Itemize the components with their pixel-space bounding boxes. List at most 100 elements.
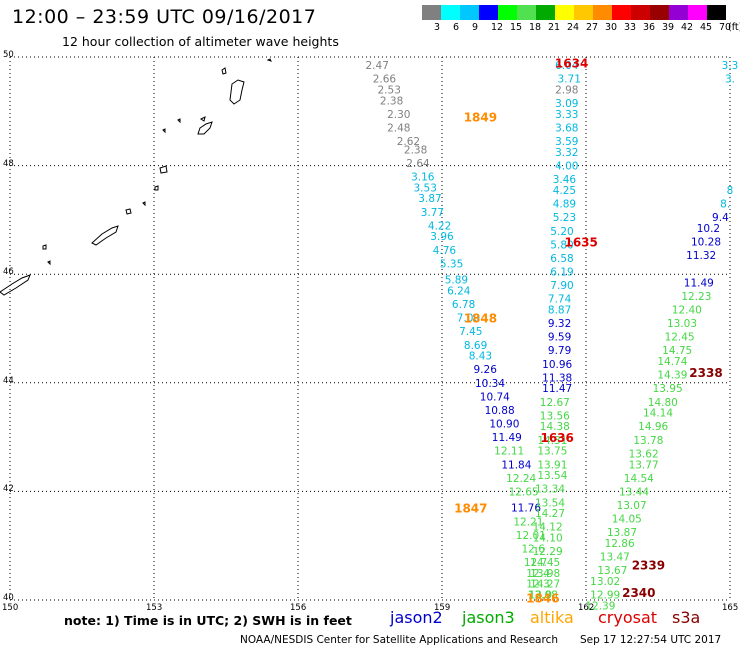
swh-value: 13.75 [537, 446, 567, 458]
swh-value: 14.45 [530, 557, 560, 569]
generation-timestamp: Sep 17 12:27:54 UTC 2017 [580, 634, 722, 646]
swh-value: 3.46 [553, 174, 577, 186]
swh-value: 6.04 [555, 60, 579, 72]
swh-value: 11.32 [686, 250, 716, 262]
swh-value: 13.95 [653, 383, 683, 395]
swh-value: 13.02 [590, 576, 620, 588]
swh-value: 14.31 [537, 435, 567, 447]
island-small-5 [162, 128, 166, 134]
swh-value: 13.98 [530, 568, 560, 580]
map-grid [9, 56, 731, 601]
color-scale-label: 3 [434, 22, 441, 33]
island-small-10 [47, 260, 51, 266]
swh-value: 8. [720, 199, 730, 211]
credit-text: NOAA/NESDIS Center for Satellite Applica… [240, 634, 558, 646]
color-scale-label: 15 [510, 22, 523, 33]
swh-value: 14.75 [662, 345, 692, 357]
swh-value: 8.69 [464, 340, 487, 352]
pass-time-label: 1636 [540, 431, 573, 445]
swh-value: 12.01 [516, 530, 546, 542]
legend-jason2: jason2 [390, 608, 443, 627]
swh-value: 12.67 [540, 397, 570, 409]
swh-value: 14.80 [648, 397, 678, 409]
swh-value: 8.87 [548, 304, 571, 316]
swh-value: 13.77 [629, 459, 659, 471]
color-scale-swatch [574, 5, 593, 20]
swh-value: 5.89 [445, 275, 468, 287]
color-scale-swatch [593, 5, 612, 20]
swh-value: 3.32 [555, 147, 578, 159]
swh-value: 2.53 [378, 85, 401, 97]
swh-value: 5.23 [553, 212, 576, 224]
swh-value: 13.07 [617, 500, 647, 512]
island-small-9 [42, 244, 47, 250]
swh-value: 6.58 [550, 253, 573, 265]
swh-value: 9.26 [474, 364, 498, 376]
color-scale-unit: (ft) [728, 22, 740, 33]
swh-value: 12.4 [526, 568, 550, 580]
swh-value: 13.87 [607, 527, 637, 539]
pass-time-label: 1635 [564, 236, 597, 250]
swh-value: 7.45 [459, 326, 482, 338]
swh-value: 13.47 [600, 552, 630, 564]
swh-value: 13.62 [629, 448, 659, 460]
swh-value: 11.76 [511, 503, 541, 515]
swh-value: 14.38 [540, 421, 570, 433]
color-scale-label: 27 [586, 22, 599, 33]
pass-time-annotations: 1634 1849 1635 1848 2338 1636 1847 2339 2340 1846 [454, 56, 723, 605]
color-scale-label: 36 [643, 22, 656, 33]
pass-time-label: 1846 [526, 591, 559, 605]
swh-value: 9.79 [548, 345, 571, 357]
color-scale-swatch [479, 5, 498, 20]
swh-value: 4.22 [428, 220, 451, 232]
swh-value: 11.84 [501, 459, 531, 471]
color-scale-label: 39 [662, 22, 675, 33]
longitude-label: 156 [290, 603, 307, 613]
color-scale-swatch [422, 5, 441, 20]
swh-value: 3.59 [555, 136, 578, 148]
color-scale-label: 6 [453, 22, 460, 33]
swh-value: 3. [725, 74, 735, 86]
swh-value: 2.47 [366, 60, 389, 72]
swh-value: 6.24 [447, 285, 471, 297]
swh-value: 3.53 [414, 182, 437, 194]
island-shiashkotan [197, 121, 213, 135]
coastline-kuril-islands [0, 58, 272, 296]
pass-time-label: 1848 [464, 312, 497, 326]
longitude-label: 159 [434, 603, 451, 613]
color-scale-label: 21 [548, 22, 561, 33]
swh-value: 12.9 [529, 590, 552, 602]
color-scale-swatch [460, 5, 479, 20]
pass-time-label: 1849 [464, 111, 497, 125]
swh-value: 3.16 [411, 171, 435, 183]
swh-value: 14.10 [533, 533, 563, 545]
swh-value: 2.98 [555, 85, 578, 97]
swh-value: 4.00 [555, 161, 578, 173]
swh-value: 11.49 [492, 432, 522, 444]
island-small-4 [177, 118, 181, 124]
swh-value: 14.27 [530, 579, 560, 591]
swh-value: 13.08 [528, 590, 558, 602]
swh-value: 13.67 [597, 565, 627, 577]
units-note: note: 1) Time is in UTC; 2) SWH is in fe… [64, 613, 352, 628]
island-matua [159, 165, 168, 174]
pass-time-label: 2339 [632, 559, 665, 573]
swh-value: 13.54 [537, 470, 567, 482]
swh-value: 6.19 [550, 266, 573, 278]
swh-value: 2.66 [373, 74, 397, 86]
color-scale-swatch [707, 5, 726, 20]
swh-value: 14.54 [624, 473, 654, 485]
swh-value: 12.3 [526, 579, 549, 591]
swh-value: 14.05 [612, 514, 642, 526]
latitude-label: 48 [3, 158, 14, 169]
swh-value: 7.00 [457, 313, 480, 325]
color-scale-label: 45 [700, 22, 713, 33]
swh-value: 11.47 [542, 383, 572, 395]
swh-value: 11.49 [684, 277, 714, 289]
swh-value: 14.39 [657, 370, 687, 382]
swh-value: 14.96 [638, 421, 668, 433]
swh-value: 10.2 [697, 223, 720, 235]
legend-s3a: s3a [672, 608, 701, 627]
color-scale-swatch [536, 5, 555, 20]
